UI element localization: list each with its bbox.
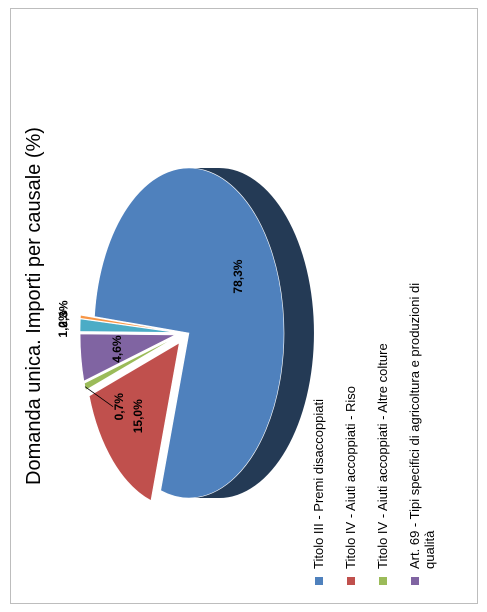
legend-swatch (347, 577, 355, 585)
legend-swatch (411, 577, 419, 585)
chart-frame: Domanda unica. Importi per causale (%) 7… (10, 8, 478, 604)
legend-item: Titolo IV - Aiuti accoppiati - Altre col… (375, 255, 390, 585)
slice-value-label: 1,2% (56, 310, 70, 338)
legend-swatch (379, 577, 387, 585)
slice-value-label: 15,0% (131, 399, 145, 433)
legend-label: Art. 69 - Tipi specifici di agricoltura … (407, 282, 437, 569)
slice-value-label: 4,6% (110, 335, 124, 363)
slice-value-label: 78,3% (231, 259, 245, 293)
legend-label: Titolo III - Premi disaccoppiati (311, 398, 326, 569)
pie-slice (79, 333, 176, 382)
slice-value-label: 0,7% (112, 393, 126, 421)
pie-slice (80, 314, 176, 333)
slice-value-label: 0,3% (56, 300, 70, 328)
pie-slice (88, 342, 180, 501)
pie-chart: 78,3% 15,0% 0,7% 4,6% 1,2%0,3% (56, 167, 314, 501)
legend-item: Titolo IV - Aiuti accoppiati - Riso (343, 255, 358, 585)
chart-legend: Titolo III - Premi disaccoppiati Titolo I… (311, 255, 454, 585)
legend-label: Titolo IV - Aiuti accoppiati - Altre col… (375, 343, 390, 569)
legend-item: Art. 69 - Tipi specifici di agricoltura … (407, 255, 437, 585)
legend-label: Titolo IV - Aiuti accoppiati - Riso (343, 385, 358, 569)
pie-slice (84, 336, 176, 391)
pie-slice (79, 318, 176, 333)
legend-swatch (315, 577, 323, 585)
leader-line (84, 386, 114, 408)
pie-slice (94, 167, 285, 499)
legend-item: Titolo III - Premi disaccoppiati (311, 255, 326, 585)
chart-area: Domanda unica. Importi per causale (%) 7… (11, 9, 477, 603)
pie-slice-side (189, 168, 314, 498)
